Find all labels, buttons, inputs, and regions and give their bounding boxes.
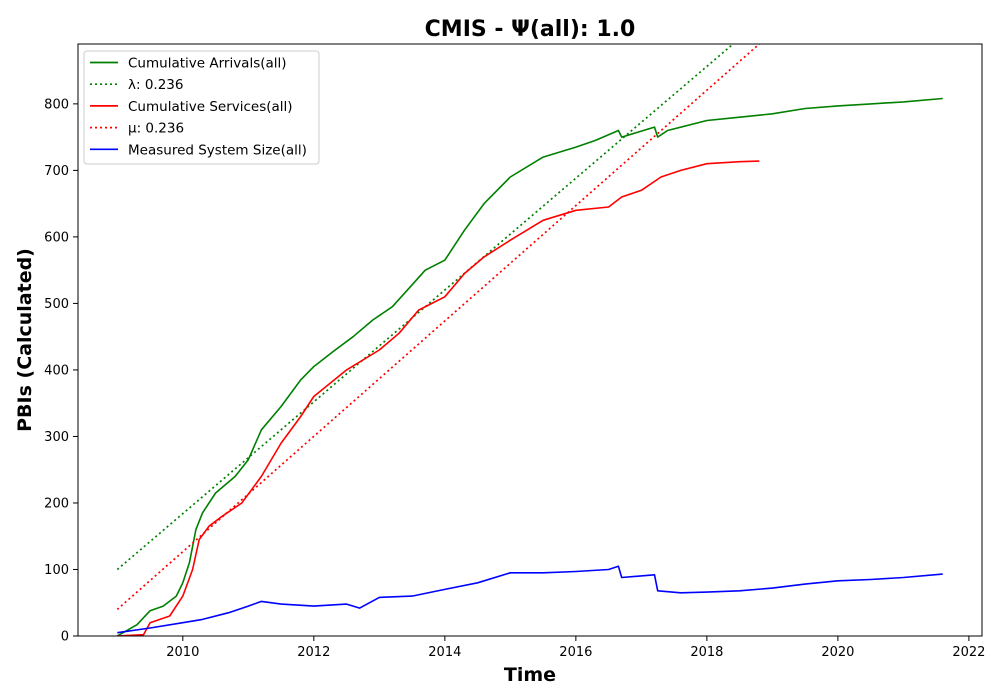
x-axis-label: Time (504, 664, 556, 686)
x-tick-label: 2016 (559, 645, 592, 660)
y-tick-label: 500 (44, 297, 69, 312)
series-line-5-measured-system-size-all (117, 565, 943, 634)
legend-box (83, 50, 320, 165)
y-tick-label: 100 (44, 563, 69, 578)
x-tick-label: 2014 (428, 645, 461, 660)
x-tick-label: 2020 (821, 645, 854, 660)
plot-frame (77, 43, 983, 637)
x-tick-label: 2012 (297, 645, 330, 660)
series-line-3-cumulative-services-all (117, 160, 760, 636)
chart-title: CMIS - Ψ(all): 1.0 (425, 17, 636, 42)
y-tick-label: 600 (44, 230, 69, 245)
legend-label-measured-system-size-all: Measured System Size(all) (128, 142, 307, 158)
y-tick-label: 400 (44, 363, 69, 378)
y-tick-label: 0 (61, 630, 69, 645)
y-axis: 0 100 200 300 400 500 600 700 800 (44, 97, 78, 645)
x-axis: 2010 2012 2014 2016 2018 2020 2022 (166, 636, 985, 660)
x-tick-label: 2010 (166, 645, 199, 660)
y-tick-label: 200 (44, 496, 69, 511)
series-line-1-cumulative-arrivals-all (116, 97, 943, 636)
legend-label-cumulative-services-all: Cumulative Services(all) (128, 99, 293, 115)
plot-series-group (116, 44, 943, 636)
legend-label-cumulative-arrivals-all: Cumulative Arrivals(all) (128, 56, 287, 72)
legend-label-0-236: λ: 0.236 (128, 77, 183, 93)
x-tick-label: 2022 (952, 645, 985, 660)
y-tick-label: 800 (44, 97, 69, 112)
y-tick-label: 300 (44, 430, 69, 445)
legend-label-0-236: μ: 0.236 (128, 121, 184, 137)
x-tick-label: 2018 (690, 645, 723, 660)
legend: Cumulative Arrivals(all) λ: 0.236 Cumulati… (83, 50, 320, 165)
y-axis-label: PBIs (Calculated) (14, 248, 36, 432)
y-tick-label: 700 (44, 164, 69, 179)
